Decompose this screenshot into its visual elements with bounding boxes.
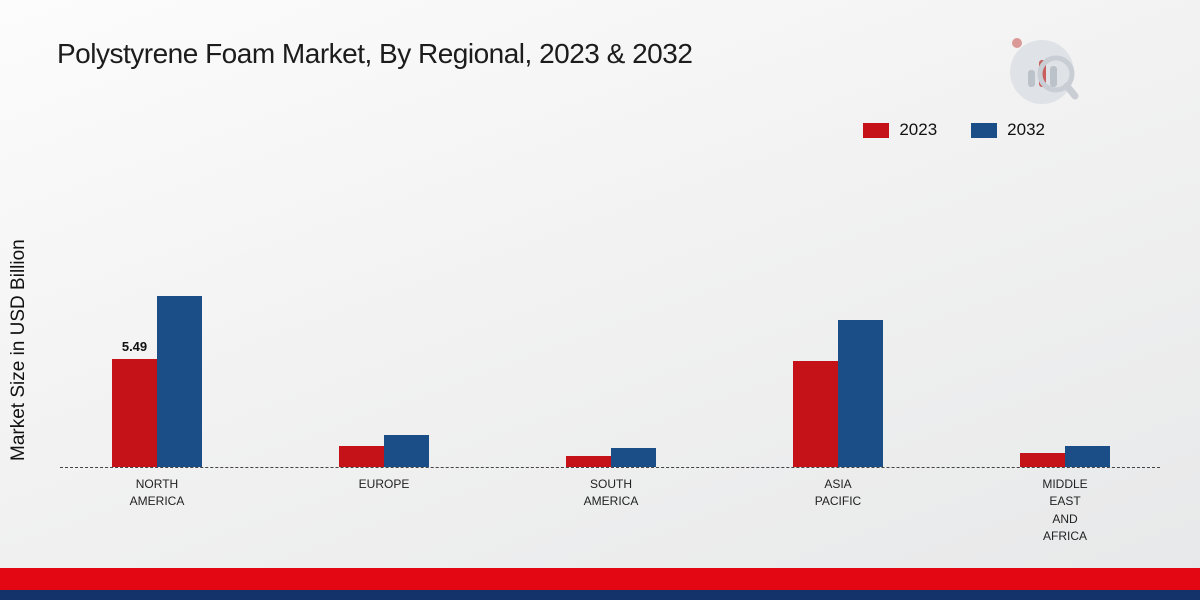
market-research-future-logo [1000, 30, 1085, 120]
legend-swatch-2023 [863, 122, 890, 138]
category-label-2: SOUTH AMERICA [583, 477, 639, 509]
footer-stripe-blue [0, 590, 1200, 600]
bar-2032-3 [838, 320, 883, 467]
category-label-1: EUROPE [358, 477, 410, 491]
category-label-0: NORTH AMERICA [129, 477, 185, 509]
bar-2023-3 [793, 361, 838, 467]
logo-bar-left [1028, 70, 1035, 87]
category-label-3: ASIA PACIFIC [814, 477, 862, 509]
legend-item-2032: 2032 [971, 120, 1045, 140]
legend-swatch-2032 [971, 122, 998, 138]
logo-bar-right [1050, 66, 1057, 87]
bar-2032-0 [157, 296, 202, 467]
bar-2032-4 [1065, 446, 1110, 467]
bar-2032-2 [611, 448, 656, 467]
chart-title: Polystyrene Foam Market, By Regional, 20… [57, 38, 693, 69]
bar-2023-4 [1020, 453, 1065, 467]
bar-value-label: 5.49 [121, 339, 148, 354]
bar-2032-1 [384, 435, 429, 467]
legend: 2023 2032 [863, 120, 1045, 140]
legend-label-2023: 2023 [899, 120, 938, 139]
footer-stripe-red [0, 568, 1200, 590]
bar-2023-2 [566, 456, 611, 467]
logo-magnifier-ring [1037, 55, 1075, 93]
legend-item-2023: 2023 [863, 120, 937, 140]
bar-2023-1 [339, 446, 384, 467]
x-axis-baseline [60, 467, 1160, 468]
bar-2023-0 [112, 359, 157, 467]
logo-magnifier-handle [1063, 82, 1079, 100]
legend-label-2032: 2032 [1007, 120, 1045, 139]
logo-dot [1012, 38, 1022, 48]
category-label-4: MIDDLE EAST AND AFRICA [1042, 477, 1088, 544]
